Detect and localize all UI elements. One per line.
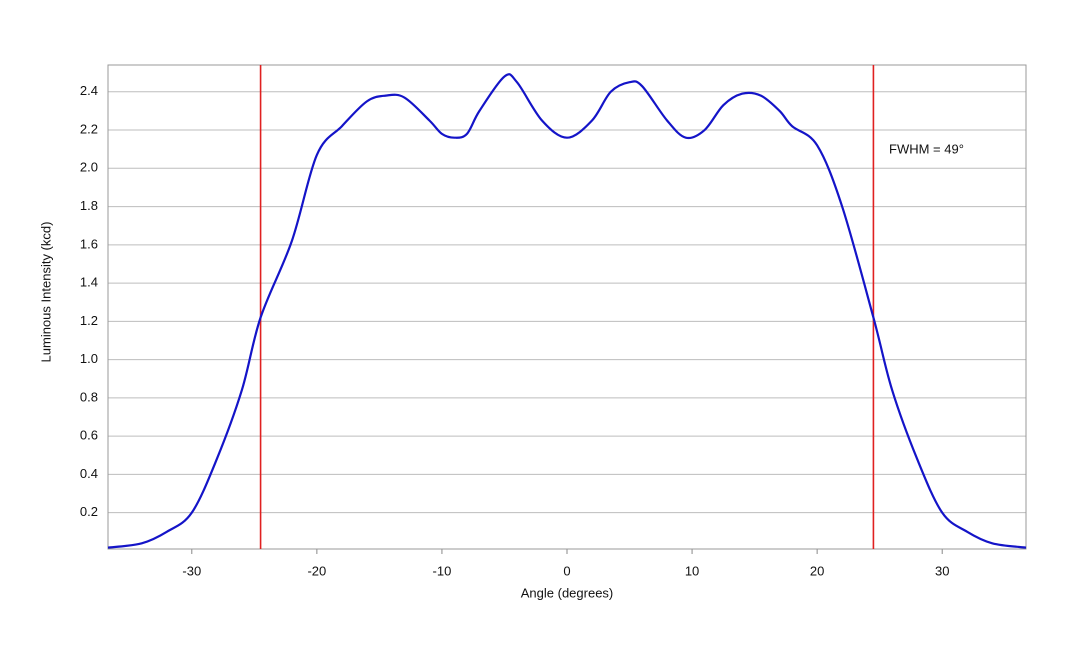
y-tick-label: 0.6	[80, 428, 98, 443]
y-tick-label: 1.2	[80, 313, 98, 328]
x-tick-label: 20	[810, 563, 824, 578]
y-tick-label: 1.8	[80, 198, 98, 213]
y-tick-label: 2.2	[80, 121, 98, 136]
x-axis-label: Angle (degrees)	[521, 585, 614, 600]
plot-border	[107, 64, 1027, 550]
y-tick-label: 2.0	[80, 160, 98, 175]
y-tick-label: 0.8	[80, 389, 98, 404]
y-tick-label: 1.0	[80, 351, 98, 366]
data-line	[107, 73, 1027, 549]
y-tick-label: 2.4	[80, 83, 98, 98]
y-tick-label: 1.6	[80, 236, 98, 251]
annotation: FWHM = 49°	[889, 141, 964, 156]
x-tick-label: -30	[182, 563, 201, 578]
y-tick-label: 1.4	[80, 275, 98, 290]
y-tick-label: 0.2	[80, 504, 98, 519]
x-tick-label: 0	[563, 563, 570, 578]
y-tick-label: 0.4	[80, 466, 98, 481]
x-tick-label: -20	[307, 563, 326, 578]
x-tick-label: -10	[433, 563, 452, 578]
x-tick-label: 30	[935, 563, 949, 578]
y-axis-label: Luminous Intensity (kcd)	[38, 222, 53, 363]
x-tick-label: 10	[685, 563, 699, 578]
